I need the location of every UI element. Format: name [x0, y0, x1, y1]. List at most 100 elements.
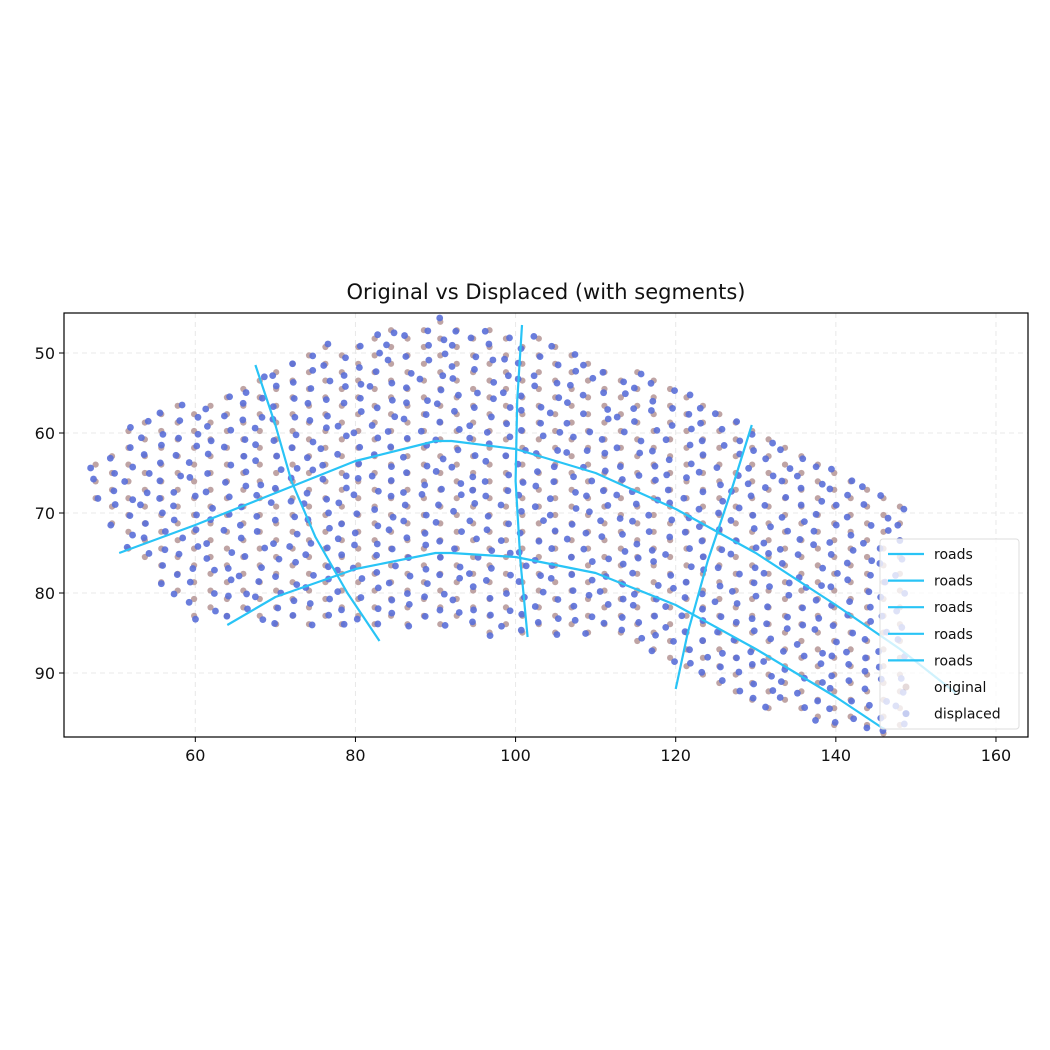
displaced-point [860, 539, 867, 547]
displaced-point [400, 517, 408, 525]
displaced-point [566, 381, 574, 389]
displaced-point [353, 615, 361, 623]
original-point [256, 461, 263, 468]
displaced-point [258, 413, 266, 421]
displaced-point [436, 606, 444, 614]
displaced-point [401, 332, 408, 339]
displaced-point [225, 493, 233, 501]
displaced-point [161, 528, 169, 535]
displaced-point [884, 514, 892, 522]
displaced-point [244, 605, 251, 613]
displaced-point [471, 500, 479, 507]
displaced-point [326, 377, 334, 385]
original-point [191, 595, 198, 603]
displaced-point [598, 533, 606, 540]
original-point [863, 553, 871, 561]
displaced-point [861, 635, 869, 643]
displaced-point [237, 534, 245, 542]
displaced-point [416, 375, 424, 383]
displaced-point [324, 340, 332, 348]
displaced-point [699, 451, 707, 459]
displaced-point [458, 528, 465, 536]
displaced-point [257, 481, 265, 489]
original-point [453, 461, 460, 468]
displaced-point [137, 501, 144, 509]
displaced-point [582, 630, 589, 637]
displaced-point [662, 436, 670, 444]
displaced-point [374, 605, 382, 613]
y-tick-label: 70 [35, 504, 55, 523]
displaced-point [793, 641, 801, 648]
original-point [650, 579, 657, 586]
displaced-point [170, 516, 178, 524]
displaced-point [797, 501, 805, 509]
displaced-point [699, 488, 707, 496]
displaced-point [793, 472, 801, 480]
displaced-point [550, 478, 558, 486]
displaced-point [596, 588, 604, 595]
displaced-point [351, 529, 359, 537]
displaced-point [488, 547, 496, 555]
displaced-point [140, 451, 148, 458]
displaced-point [471, 366, 478, 373]
displaced-point [652, 631, 659, 639]
displaced-point [654, 582, 662, 589]
displaced-point [588, 558, 596, 565]
displaced-point [605, 555, 613, 563]
displaced-point [455, 426, 463, 433]
displaced-point [850, 715, 858, 723]
displaced-point [340, 372, 348, 379]
displaced-point [209, 504, 216, 512]
displaced-point [127, 424, 134, 431]
displaced-point [350, 429, 358, 437]
displaced-point [486, 594, 494, 602]
displaced-point [619, 595, 627, 603]
displaced-point [252, 457, 260, 465]
displaced-point [472, 353, 480, 361]
displaced-point [172, 451, 180, 459]
displaced-point [580, 361, 587, 369]
displaced-point [621, 548, 629, 555]
displaced-point [342, 484, 350, 492]
displaced-point [436, 537, 444, 545]
displaced-point [373, 568, 381, 576]
displaced-point [204, 422, 211, 430]
displaced-point [156, 409, 164, 417]
displaced-point [618, 614, 626, 621]
displaced-point [490, 395, 497, 403]
displaced-point [563, 419, 571, 427]
displaced-point [94, 495, 102, 502]
original-point [667, 654, 674, 661]
displaced-point [747, 492, 755, 500]
displaced-point [407, 369, 415, 377]
displaced-point [597, 517, 604, 525]
displaced-point [242, 389, 250, 396]
displaced-point [716, 582, 724, 590]
displaced-point [563, 535, 571, 543]
displaced-point [867, 618, 875, 625]
displaced-point [368, 472, 376, 480]
displaced-point [482, 577, 490, 584]
displaced-point [423, 462, 431, 470]
displaced-point [175, 550, 183, 558]
displaced-point [826, 539, 834, 546]
displaced-point [303, 489, 311, 497]
displaced-point [334, 535, 342, 543]
displaced-point [747, 648, 755, 656]
displaced-point [765, 550, 772, 557]
displaced-point [389, 513, 397, 521]
displaced-point [502, 452, 510, 460]
displaced-point [373, 540, 381, 548]
displaced-point [384, 356, 392, 364]
original-point [371, 352, 378, 359]
displaced-point [633, 540, 641, 548]
displaced-point [750, 579, 758, 587]
displaced-point [695, 523, 703, 531]
displaced-point [619, 560, 627, 568]
displaced-point [354, 474, 362, 482]
displaced-point [767, 523, 774, 531]
displaced-point [826, 485, 834, 493]
displaced-point [616, 463, 624, 470]
original-point [273, 503, 280, 510]
